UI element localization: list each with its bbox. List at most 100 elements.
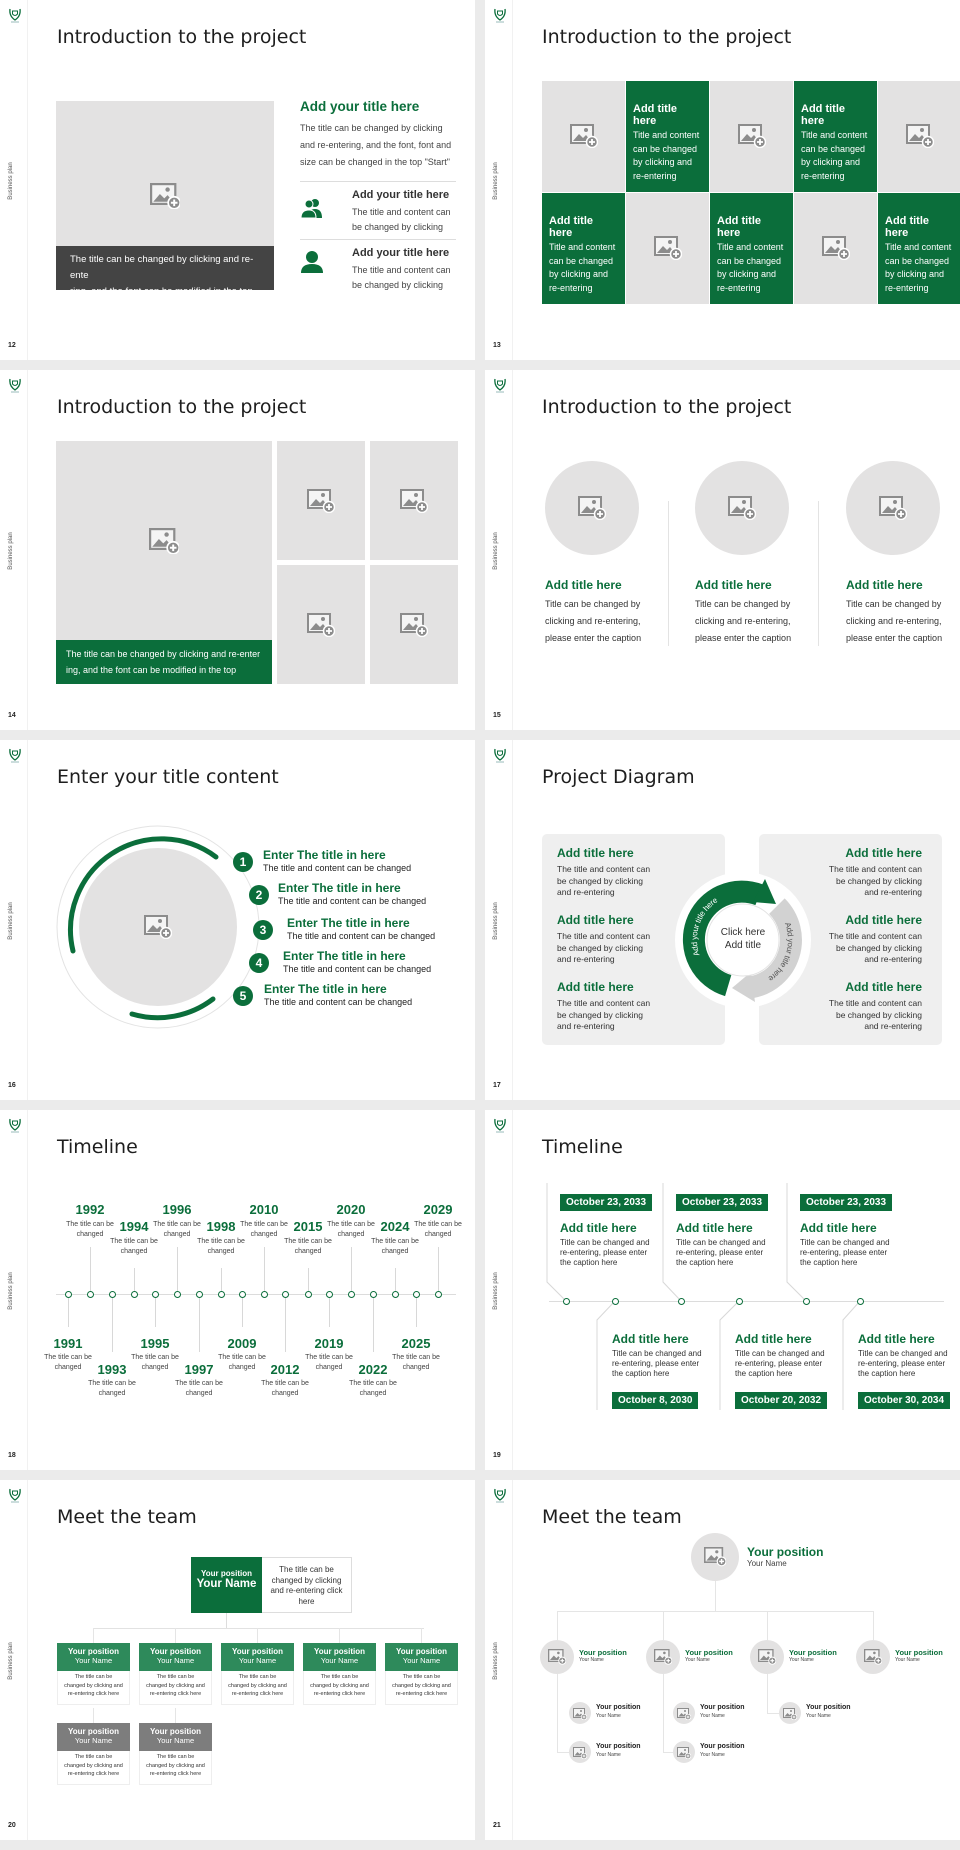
add-picture-icon[interactable] [757,1649,777,1665]
timeline-dot[interactable] [238,1290,246,1298]
text-cell[interactable]: Add title here Title and content can be c… [542,193,625,304]
timeline-dot[interactable] [217,1290,225,1298]
timeline-dot[interactable] [130,1290,138,1298]
slide-14[interactable]: Business plan 14 Introduction to the proje… [0,370,475,730]
member-photo[interactable] [673,1741,695,1763]
timeline-dot[interactable] [173,1290,181,1298]
slide-title[interactable]: Introduction to the project [542,26,792,48]
timeline-dot[interactable] [304,1290,312,1298]
member-card-header[interactable]: Your position Your Name [57,1643,130,1671]
image-placeholder[interactable] [56,101,274,246]
member-photo[interactable] [673,1702,695,1724]
image-cell[interactable] [626,193,709,304]
image-circle[interactable] [545,461,639,555]
timeline-dot[interactable] [281,1290,289,1298]
member-card-header[interactable]: Your position Your Name [139,1643,212,1671]
right-item-title[interactable]: Add title here [845,913,922,927]
add-picture-icon[interactable] [573,1707,588,1721]
add-picture-icon[interactable] [879,496,908,521]
member-card-header[interactable]: Your position Your Name [303,1643,376,1671]
slide-20[interactable]: Business plan 20 Meet the team Your positio… [0,1480,475,1840]
image-cell[interactable] [878,81,960,192]
timeline-dot[interactable] [369,1290,377,1298]
member-card-header[interactable]: Your position Your Name [221,1643,294,1671]
event-title[interactable]: Add title here [800,1221,877,1235]
slide-title[interactable]: Timeline [57,1136,138,1158]
timeline-dot[interactable] [735,1297,743,1305]
step-title[interactable]: Enter The title in here [264,982,387,996]
timeline-dot[interactable] [611,1297,619,1305]
timeline-dot[interactable] [347,1290,355,1298]
image-placeholder[interactable] [370,441,458,560]
add-picture-icon[interactable] [738,124,767,149]
top-member-card[interactable]: Your position Your Name [191,1557,262,1613]
slide-title[interactable]: Timeline [542,1136,623,1158]
add-picture-icon[interactable] [144,915,173,940]
image-cell[interactable] [542,81,625,192]
text-cell[interactable]: Add title here Title and content can be c… [794,81,877,192]
step-title[interactable]: Enter The title in here [283,949,406,963]
member-photo[interactable] [691,1533,739,1581]
add-picture-icon[interactable] [149,182,181,210]
timeline-dot[interactable] [64,1290,72,1298]
add-picture-icon[interactable] [570,124,599,149]
left-item-title[interactable]: Add title here [557,980,634,994]
timeline-dot[interactable] [86,1290,94,1298]
image-cell[interactable] [710,81,793,192]
left-item-title[interactable]: Add title here [557,913,634,927]
slide-title[interactable]: Meet the team [542,1506,682,1528]
left-item-title[interactable]: Add title here [557,846,634,860]
event-title[interactable]: Add title here [858,1332,935,1346]
timeline-dot[interactable] [391,1290,399,1298]
center-title[interactable]: Click here Add title [720,927,766,951]
image-circle[interactable] [846,461,940,555]
add-picture-icon[interactable] [654,236,683,261]
step-title[interactable]: Enter The title in here [278,881,401,895]
slide-title[interactable]: Introduction to the project [57,26,307,48]
timeline-dot[interactable] [412,1290,420,1298]
add-picture-icon[interactable] [783,1707,798,1721]
add-picture-icon[interactable] [822,236,851,261]
timeline-dot[interactable] [260,1290,268,1298]
timeline-dot[interactable] [195,1290,203,1298]
add-picture-icon[interactable] [307,613,336,638]
event-title[interactable]: Add title here [676,1221,753,1235]
image-placeholder[interactable] [277,441,365,560]
text-cell[interactable]: Add title here Title and content can be c… [626,81,709,192]
add-picture-icon[interactable] [307,489,336,514]
slide-13[interactable]: Business plan 13 Introduction to the proje… [485,0,960,360]
timeline-dot[interactable] [151,1290,159,1298]
image-cell[interactable] [794,193,877,304]
member-photo[interactable] [779,1702,801,1724]
add-picture-icon[interactable] [703,1547,727,1567]
add-picture-icon[interactable] [400,613,429,638]
step-title[interactable]: Enter The title in here [287,916,410,930]
timeline-dot[interactable] [802,1297,810,1305]
text-cell[interactable]: Add title here Title and content can be c… [878,193,960,304]
slide-15[interactable]: Business plan 15 Introduction to the proje… [485,370,960,730]
image-placeholder[interactable] [56,441,272,640]
timeline-dot[interactable] [856,1297,864,1305]
event-title[interactable]: Add title here [560,1221,637,1235]
add-picture-icon[interactable] [573,1746,588,1760]
member-photo[interactable] [569,1702,591,1724]
slide-title[interactable]: Introduction to the project [542,396,792,418]
image-placeholder[interactable] [277,565,365,684]
slide-title[interactable]: Introduction to the project [57,396,307,418]
step-title[interactable]: Enter The title in here [263,848,386,862]
timeline-dot[interactable] [325,1290,333,1298]
add-picture-icon[interactable] [148,527,180,555]
event-title[interactable]: Add title here [612,1332,689,1346]
slide-21[interactable]: Business plan 21 Meet the team Your positio… [485,1480,960,1840]
timeline-dot[interactable] [434,1290,442,1298]
slide-19[interactable]: Business plan 19 Timeline October 23, 2033 A… [485,1110,960,1470]
text-cell[interactable]: Add title here Title and content can be c… [710,193,793,304]
slide-title[interactable]: Meet the team [57,1506,197,1528]
add-picture-icon[interactable] [906,124,935,149]
right-item-title[interactable]: Add title here [845,846,922,860]
member-photo[interactable] [540,1640,574,1674]
member-card-header[interactable]: Your position Your Name [139,1723,212,1751]
slide-title[interactable]: Project Diagram [542,766,695,788]
member-photo[interactable] [856,1640,890,1674]
member-card-header[interactable]: Your position Your Name [385,1643,458,1671]
